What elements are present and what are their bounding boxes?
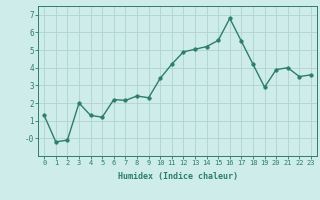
X-axis label: Humidex (Indice chaleur): Humidex (Indice chaleur) (118, 172, 238, 181)
